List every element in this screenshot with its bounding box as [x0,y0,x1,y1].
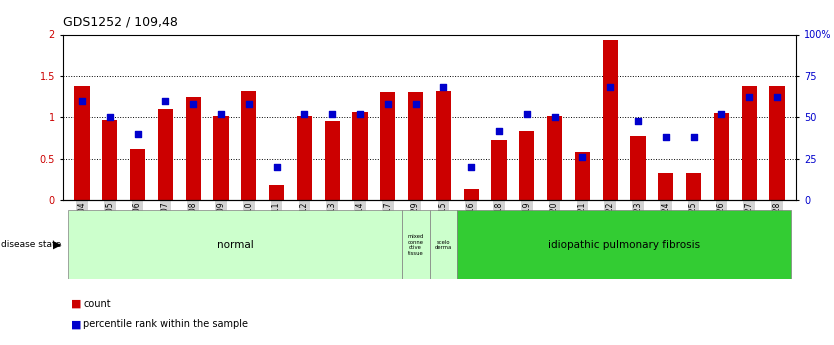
Text: percentile rank within the sample: percentile rank within the sample [83,319,249,329]
Bar [430,210,457,279]
Bar [435,91,451,200]
Point [604,85,617,90]
Bar [74,86,90,200]
Point [158,98,172,104]
Text: scelo
derma: scelo derma [435,240,452,250]
Text: ▶: ▶ [53,240,61,250]
Point [75,98,88,104]
Bar [408,92,423,200]
Text: GDS1252 / 109,48: GDS1252 / 109,48 [63,16,178,29]
Bar [464,188,479,200]
Text: ■: ■ [71,319,82,329]
Point [437,85,450,90]
Bar [158,109,173,200]
Bar [297,116,312,200]
Point [492,128,505,133]
Bar [741,86,757,200]
Point [631,118,645,124]
Bar [380,92,395,200]
Bar [631,136,646,200]
Text: count: count [83,299,111,308]
Bar [269,185,284,200]
Bar [714,113,729,200]
Bar [352,111,368,200]
Point [131,131,144,137]
Point [242,101,255,107]
Bar [185,97,201,200]
Bar [130,149,145,200]
Point [548,115,561,120]
Bar [491,140,507,200]
Point [742,95,756,100]
Bar [575,152,590,200]
Point [715,111,728,117]
Text: normal: normal [217,240,254,250]
Point [771,95,784,100]
Point [298,111,311,117]
Point [659,135,672,140]
Bar [658,173,674,200]
Bar [686,173,701,200]
Text: ■: ■ [71,299,82,308]
Bar [769,86,785,200]
Bar [457,210,791,279]
Point [381,101,394,107]
Bar [68,210,402,279]
Point [520,111,534,117]
Point [270,164,284,170]
Text: disease state: disease state [1,240,61,249]
Point [465,164,478,170]
Point [409,101,422,107]
Point [575,154,589,160]
Bar [602,40,618,200]
Point [187,101,200,107]
Bar [547,116,562,200]
Bar [214,116,229,200]
Bar [241,91,256,200]
Text: mixed
conne
ctive
tissue: mixed conne ctive tissue [408,234,424,256]
Point [214,111,228,117]
Bar [519,131,535,200]
Point [325,111,339,117]
Point [687,135,701,140]
Text: idiopathic pulmonary fibrosis: idiopathic pulmonary fibrosis [548,240,701,250]
Bar [324,121,340,200]
Point [103,115,117,120]
Bar [102,120,118,200]
Bar [402,210,430,279]
Point [354,111,367,117]
